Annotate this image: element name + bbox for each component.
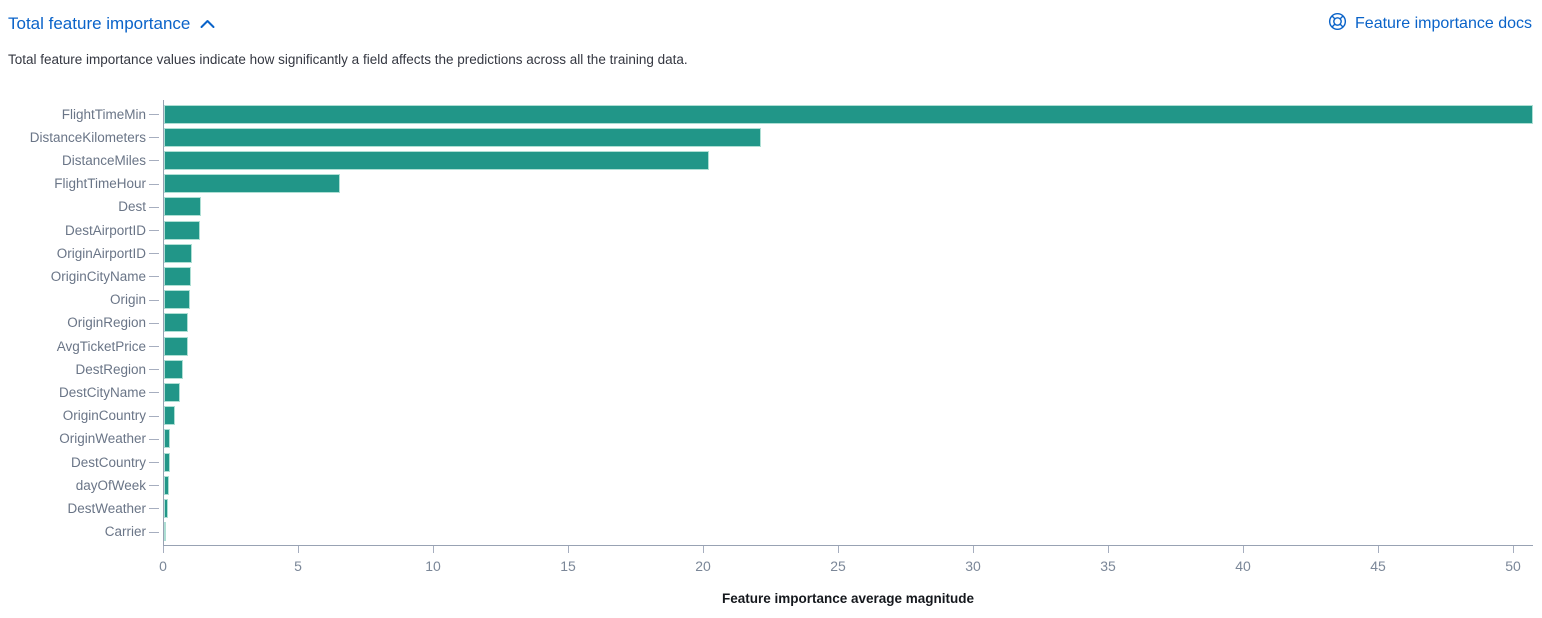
y-axis-label: OriginRegion [67,315,146,331]
x-axis-tick-label: 5 [294,558,302,574]
bar-Carrier [164,522,166,542]
x-axis-tick-label: 30 [965,558,981,574]
y-axis-tick [149,346,159,347]
y-axis-label: Origin [109,292,146,308]
x-axis-tick-label: 15 [560,558,576,574]
chevron-up-icon [200,14,215,34]
y-axis-tick [149,508,159,509]
x-axis-tick-label: 0 [159,558,167,574]
x-axis-tick [163,546,164,553]
y-axis-tick [149,462,159,463]
y-axis-tick [149,253,159,254]
y-axis-label: DestRegion [75,361,146,377]
y-axis-line [163,100,164,545]
y-axis-tick [149,137,159,138]
x-axis-tick [973,546,974,553]
bar-DestRegion [164,359,184,379]
section-description: Total feature importance values indicate… [8,52,688,67]
y-axis-label: OriginWeather [59,431,146,447]
bar-AvgTicketPrice [164,336,188,356]
y-axis-label: OriginCountry [62,408,146,424]
x-axis-tick-label: 20 [695,558,711,574]
x-axis-tick [1243,546,1244,553]
bar-DistanceKilometers [164,127,761,147]
x-axis-tick [1108,546,1109,553]
y-axis-label: DestCountry [70,454,146,470]
bar-DestWeather [164,498,169,518]
bar-OriginRegion [164,313,189,333]
y-axis-tick [149,184,159,185]
x-axis-tick-label: 10 [425,558,441,574]
y-axis-tick [149,300,159,301]
y-axis-label: dayOfWeek [75,477,146,493]
x-axis-tick [568,546,569,553]
y-axis-label: FlightTimeHour [54,176,146,192]
y-axis-tick [149,207,159,208]
section-title: Total feature importance [8,14,191,33]
y-axis-tick [149,230,159,231]
x-axis-tick [838,546,839,553]
y-axis-label: OriginAirportID [56,245,146,261]
y-axis-tick [149,323,159,324]
help-docs-icon [1328,12,1347,36]
panel-header: Total feature importance [8,12,1532,36]
x-axis-tick [1378,546,1379,553]
bar-OriginCityName [164,266,191,286]
y-axis-label: AvgTicketPrice [56,338,146,354]
x-axis-tick [433,546,434,553]
feature-importance-docs-link[interactable]: Feature importance docs [1328,12,1532,36]
bar-OriginAirportID [164,243,193,263]
bar-Origin [164,290,191,310]
bar-DestCityName [164,382,181,402]
x-axis-line [163,545,1533,546]
y-axis-tick [149,392,159,393]
x-axis-tick-label: 35 [1100,558,1116,574]
x-axis-title: Feature importance average magnitude [721,591,975,606]
x-axis-tick [298,546,299,553]
y-axis-label: DestCityName [58,384,146,400]
x-axis-tick-label: 25 [830,558,846,574]
bar-FlightTimeHour [164,174,340,194]
bar-dayOfWeek [164,475,170,495]
x-axis-tick-label: 45 [1370,558,1386,574]
y-axis-label: DistanceMiles [61,152,146,168]
y-axis-label: DestAirportID [64,222,146,238]
total-feature-importance-toggle[interactable]: Total feature importance [8,14,215,34]
x-axis-tick-label: 50 [1505,558,1521,574]
bar-DistanceMiles [164,150,710,170]
x-axis-tick-label: 40 [1235,558,1251,574]
y-axis-label: Dest [118,199,146,215]
bar-OriginCountry [164,406,176,426]
y-axis-tick [149,369,159,370]
y-axis-label: Carrier [104,524,146,540]
y-axis-label: DestWeather [67,500,146,516]
y-axis-tick [149,160,159,161]
y-axis-label: FlightTimeMin [61,106,146,122]
y-axis-label: DistanceKilometers [29,129,146,145]
x-axis-tick [703,546,704,553]
y-axis-tick [149,485,159,486]
bar-Dest [164,197,201,217]
y-axis-tick [149,439,159,440]
bar-OriginWeather [164,429,170,449]
y-axis-tick [149,114,159,115]
y-axis-label: OriginCityName [50,268,146,284]
y-axis-tick [149,276,159,277]
x-axis-tick [1513,546,1514,553]
bar-DestAirportID [164,220,200,240]
bar-DestCountry [164,452,170,472]
y-axis-tick [149,416,159,417]
docs-link-label: Feature importance docs [1355,15,1532,32]
bar-FlightTimeMin [164,104,1533,124]
y-axis-tick [149,532,159,533]
